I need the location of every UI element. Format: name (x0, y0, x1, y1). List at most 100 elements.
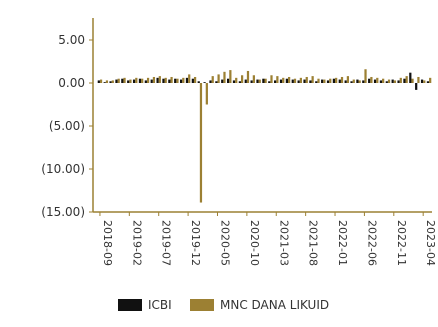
bar-mnc-dana-likuid-2018-12 (117, 78, 120, 83)
bar-mnc-dana-likuid-2019-10 (176, 78, 179, 83)
bar-mnc-dana-likuid-2023-03 (417, 76, 420, 83)
bar-icbi-2020-09 (238, 81, 241, 83)
x-tick-label: 2021-03 (277, 220, 290, 266)
bar-mnc-dana-likuid-2019-06 (152, 76, 156, 83)
bar-icbi-2021-01 (262, 78, 265, 83)
legend: ICBI MNC DANA LIKUID (0, 296, 438, 316)
x-tick-label: 2020-10 (248, 220, 261, 266)
bar-icbi-2019-03 (132, 79, 136, 83)
bar-mnc-dana-likuid-2020-08 (235, 77, 238, 83)
x-tick-label: 2019-12 (189, 220, 202, 266)
bar-icbi-2021-02 (268, 81, 271, 83)
x-tick-label: 2019-02 (130, 220, 143, 266)
bar-mnc-dana-likuid-2022-07 (370, 76, 373, 83)
legend-item-mnc-dana-likuid: MNC DANA LIKUID (190, 298, 329, 312)
bar-icbi-2019-12 (185, 77, 189, 83)
bar-mnc-dana-likuid-2022-06 (364, 69, 367, 83)
bar-mnc-dana-likuid-2021-10 (317, 78, 320, 83)
x-tick-label: 2020-05 (219, 220, 232, 266)
bar-mnc-dana-likuid-2020-09 (240, 75, 244, 83)
legend-item-icbi: ICBI (118, 298, 172, 312)
bar-mnc-dana-likuid-2020-02 (199, 83, 203, 203)
x-tick-label: 2022-06 (365, 220, 378, 266)
bar-icbi-2020-10 (244, 79, 247, 83)
bar-icbi-2019-06 (150, 79, 153, 83)
bar-icbi-2020-08 (232, 80, 236, 83)
legend-swatch-mnc-dana-likuid (190, 299, 214, 311)
bar-icbi-2021-05 (285, 78, 289, 83)
bar-mnc-dana-likuid-2019-03 (135, 77, 138, 83)
bar-mnc-dana-likuid-2019-12 (188, 74, 191, 83)
bar-icbi-2019-05 (144, 80, 147, 83)
bar-icbi-2021-07 (297, 80, 300, 83)
bar-icbi-2019-11 (179, 79, 183, 83)
bar-icbi-2021-06 (291, 79, 294, 83)
bar-icbi-2022-07 (368, 78, 371, 83)
bar-mnc-dana-likuid-2022-09 (382, 78, 385, 83)
bar-icbi-2022-12 (397, 80, 400, 83)
bar-icbi-2022-02 (338, 79, 341, 83)
bar-mnc-dana-likuid-2019-08 (164, 77, 167, 83)
bar-mnc-dana-likuid-2021-02 (270, 75, 273, 83)
bar-mnc-dana-likuid-2020-12 (258, 79, 261, 83)
bar-mnc-dana-likuid-2023-02 (411, 78, 414, 83)
bar-mnc-dana-likuid-2021-03 (276, 76, 279, 83)
bar-mnc-dana-likuid-2018-10 (105, 80, 109, 83)
y-tick-label: (15.00) (41, 205, 85, 219)
bar-mnc-dana-likuid-2019-09 (170, 76, 173, 83)
x-tick-label: 2022-11 (395, 220, 408, 266)
bar-mnc-dana-likuid-2022-11 (393, 80, 397, 83)
bar-icbi-2020-11 (250, 80, 253, 83)
bar-mnc-dana-likuid-2022-12 (399, 77, 402, 83)
bar-mnc-dana-likuid-2020-07 (229, 70, 232, 83)
bar-mnc-dana-likuid-2023-04 (423, 80, 426, 83)
bar-icbi-2022-04 (350, 81, 353, 83)
bar-mnc-dana-likuid-2021-11 (323, 79, 326, 83)
bar-icbi-2021-12 (326, 80, 330, 83)
bar-icbi-2022-08 (373, 79, 377, 83)
bar-mnc-dana-likuid-2021-01 (264, 78, 267, 83)
bar-mnc-dana-likuid-2020-05 (217, 74, 220, 83)
bar-icbi-2023-03 (415, 83, 418, 90)
bar-mnc-dana-likuid-2022-01 (335, 77, 338, 83)
bar-mnc-dana-likuid-2021-08 (305, 76, 308, 83)
y-tick-label: (5.00) (49, 119, 85, 133)
bar-mnc-dana-likuid-2020-04 (211, 76, 214, 83)
bar-mnc-dana-likuid-2019-07 (158, 76, 161, 83)
bar-icbi-2022-06 (362, 80, 365, 83)
bar-mnc-dana-likuid-2022-05 (358, 80, 361, 83)
bar-mnc-dana-likuid-2022-03 (346, 76, 350, 83)
bar-icbi-2021-09 (309, 80, 312, 83)
bar-mnc-dana-likuid-2020-06 (223, 71, 226, 83)
bar-icbi-2022-11 (391, 79, 394, 83)
bar-icbi-2020-05 (215, 81, 218, 83)
bar-mnc-dana-likuid-2019-05 (146, 77, 150, 83)
bar-mnc-dana-likuid-2022-04 (352, 79, 355, 83)
bar-icbi-2019-02 (127, 80, 130, 83)
bar-mnc-dana-likuid-2021-05 (288, 76, 291, 83)
y-tick-label: 5.00 (58, 33, 85, 47)
bar-mnc-dana-likuid-2020-10 (246, 70, 250, 83)
bar-mnc-dana-likuid-2022-08 (376, 77, 379, 83)
bar-icbi-2018-10 (103, 82, 106, 83)
bar-icbi-2019-09 (168, 79, 171, 83)
x-tick-label: 2018-09 (101, 220, 114, 266)
bar-icbi-2022-01 (332, 78, 336, 83)
bar-icbi-2022-10 (385, 81, 388, 83)
x-tick-label: 2023-04 (424, 220, 437, 266)
y-tick-label: (10.00) (41, 162, 85, 176)
bar-mnc-dana-likuid-2021-12 (329, 78, 332, 83)
bar-icbi-2019-07 (156, 77, 159, 83)
bar-mnc-dana-likuid-2019-02 (129, 79, 132, 83)
bar-icbi-2022-03 (344, 80, 347, 83)
bar-icbi-2020-07 (227, 78, 230, 83)
bar-icbi-2019-08 (162, 78, 165, 83)
bar-mnc-dana-likuid-2022-10 (387, 79, 391, 83)
bar-icbi-2021-04 (279, 79, 283, 83)
bar-icbi-2020-03 (203, 82, 206, 83)
legend-swatch-icbi (118, 299, 142, 311)
bar-icbi-2023-01 (403, 78, 406, 83)
bar-icbi-2023-05 (426, 81, 430, 83)
bar-mnc-dana-likuid-2019-01 (123, 77, 126, 83)
bar-icbi-2022-05 (356, 79, 359, 83)
